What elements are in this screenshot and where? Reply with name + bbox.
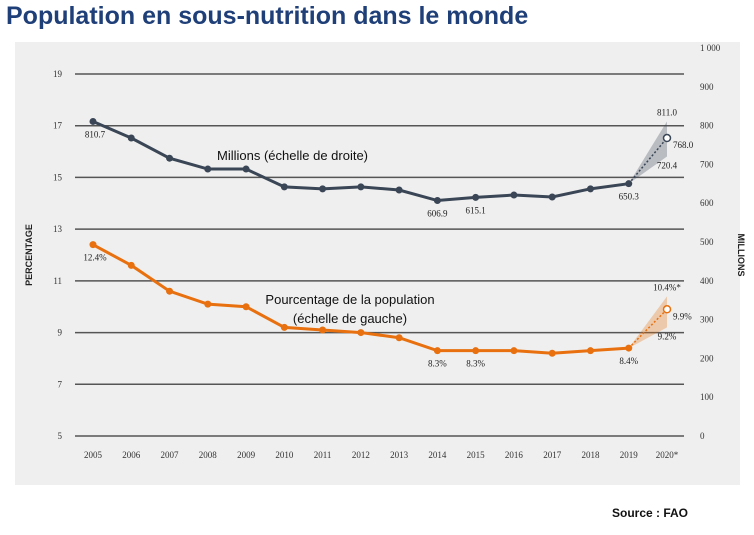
series-label-millions: Millions (échelle de droite) <box>217 148 368 163</box>
right-tick-label: 1 000 <box>700 43 721 53</box>
left-tick-label: 5 <box>58 431 63 441</box>
right-tick-label: 700 <box>700 159 714 169</box>
data-point <box>548 349 556 357</box>
data-point <box>548 193 556 201</box>
x-tick-label: 2020* <box>656 450 679 460</box>
data-label: 615.1 <box>466 205 486 215</box>
left-axis-label: PERCENTAGE <box>24 224 34 286</box>
right-tick-label: 800 <box>700 121 714 131</box>
data-label: 810.7 <box>85 129 106 139</box>
right-tick-label: 300 <box>700 315 714 325</box>
left-tick-label: 15 <box>53 172 63 182</box>
left-tick-label: 7 <box>58 379 63 389</box>
plot-background <box>15 42 740 485</box>
x-tick-label: 2005 <box>84 450 103 460</box>
series-label-percentage: Pourcentage de la population <box>265 292 434 307</box>
x-tick-label: 2015 <box>467 450 486 460</box>
data-label: 12.4% <box>83 253 107 263</box>
x-tick-label: 2016 <box>505 450 524 460</box>
data-label: 650.3 <box>619 192 640 202</box>
data-point <box>242 165 250 173</box>
data-label: 8.4% <box>619 356 638 366</box>
projection-high-label: 811.0 <box>657 107 677 117</box>
data-point <box>127 134 135 142</box>
projection-band <box>628 121 667 184</box>
left-tick-label: 11 <box>53 276 62 286</box>
data-point <box>280 183 288 191</box>
data-point <box>625 344 633 352</box>
right-tick-label: 100 <box>700 392 714 402</box>
left-tick-label: 19 <box>53 69 63 79</box>
left-tick-label: 17 <box>53 121 63 131</box>
right-axis-label: MILLIONS <box>736 234 746 277</box>
data-point <box>204 165 212 173</box>
data-point <box>472 347 480 355</box>
projection-low-label: 9.2% <box>658 331 677 341</box>
data-point <box>510 191 518 199</box>
data-point <box>472 193 480 201</box>
projection-line <box>628 308 668 349</box>
right-tick-label: 900 <box>700 82 714 92</box>
right-tick-label: 200 <box>700 353 714 363</box>
x-tick-label: 2013 <box>390 450 409 460</box>
x-tick-label: 2008 <box>199 450 218 460</box>
right-tick-label: 600 <box>700 198 714 208</box>
data-point <box>357 329 365 337</box>
data-point <box>166 154 174 162</box>
data-point <box>204 300 212 308</box>
x-tick-label: 2012 <box>352 450 370 460</box>
data-point <box>166 287 174 295</box>
x-tick-label: 2010 <box>275 450 294 460</box>
data-point <box>625 180 633 188</box>
x-tick-label: 2009 <box>237 450 256 460</box>
x-tick-label: 2014 <box>428 450 447 460</box>
chart-title: Population en sous-nutrition dans le mon… <box>6 2 529 30</box>
right-tick-label: 500 <box>700 237 714 247</box>
data-point <box>395 334 403 342</box>
source-note: Source : FAO <box>612 506 689 520</box>
data-label: 8.3% <box>466 359 485 369</box>
series-label-percentage-scale: (échelle de gauche) <box>293 311 407 326</box>
data-point <box>127 261 135 269</box>
projection-band <box>628 296 667 349</box>
data-point <box>319 326 327 334</box>
left-tick-label: 9 <box>58 328 63 338</box>
data-point <box>586 185 594 193</box>
data-point <box>319 185 327 193</box>
data-label: 8.3% <box>428 359 447 369</box>
right-tick-label: 0 <box>700 431 705 441</box>
projected-point <box>662 133 672 143</box>
data-point <box>586 347 594 355</box>
data-point <box>89 241 97 249</box>
x-tick-label: 2006 <box>122 450 141 460</box>
data-label: 606.9 <box>427 209 448 219</box>
projection-mid-label: 768.0 <box>673 140 694 150</box>
projection-high-label: 10.4%* <box>653 282 681 292</box>
x-tick-label: 2018 <box>581 450 600 460</box>
projection-mid-label: 9.9% <box>673 311 692 321</box>
data-point <box>433 197 441 205</box>
x-tick-label: 2007 <box>161 450 180 460</box>
left-tick-label: 13 <box>53 224 63 234</box>
projection-low-label: 720.4 <box>657 160 678 170</box>
data-point <box>89 117 97 125</box>
projection-line <box>628 137 668 185</box>
data-point <box>280 323 288 331</box>
right-tick-label: 400 <box>700 276 714 286</box>
data-point <box>510 347 518 355</box>
data-point <box>242 303 250 311</box>
projected-point <box>662 305 672 314</box>
x-tick-label: 2011 <box>314 450 332 460</box>
x-tick-label: 2019 <box>620 450 639 460</box>
data-point <box>433 347 441 355</box>
data-point <box>395 186 403 194</box>
data-point <box>357 183 365 191</box>
x-tick-label: 2017 <box>543 450 562 460</box>
